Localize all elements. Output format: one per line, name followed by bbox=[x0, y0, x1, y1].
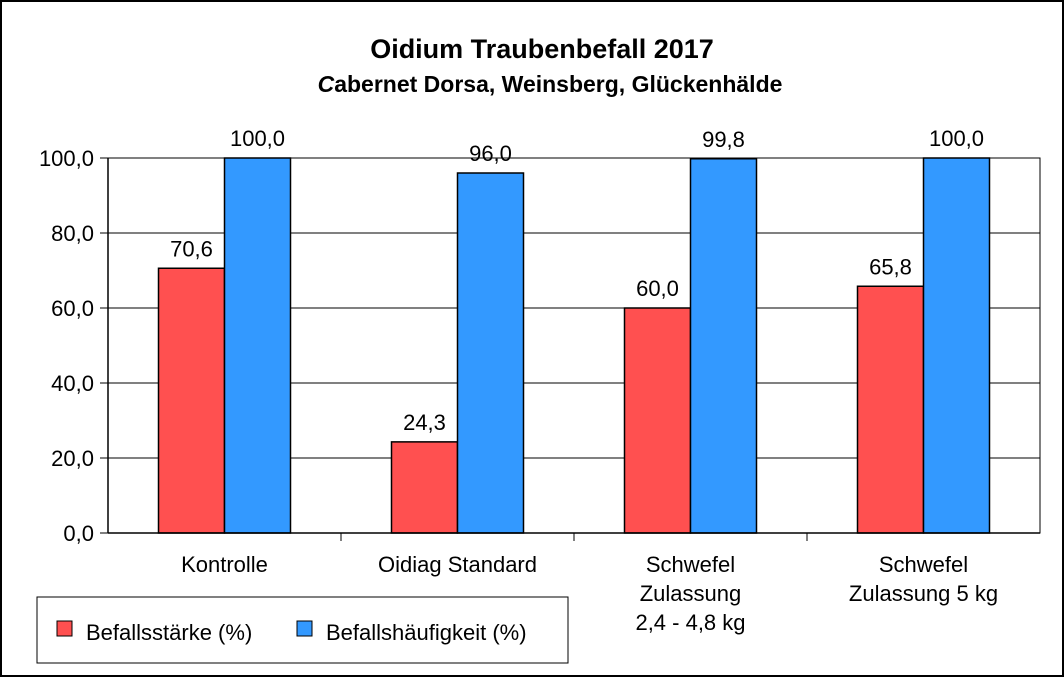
chart-subtitle: Cabernet Dorsa, Weinsberg, Glückenhälde bbox=[318, 71, 783, 97]
data-label: 96,0 bbox=[469, 141, 512, 166]
bar bbox=[922, 157, 991, 534]
bar bbox=[157, 267, 226, 534]
data-label: 65,8 bbox=[869, 254, 912, 279]
y-tick-label: 0,0 bbox=[63, 521, 94, 546]
data-labels: 70,6 100,0 24,3 96,0 60,0 99,8 65,8 100,0 bbox=[170, 126, 984, 435]
bar bbox=[689, 158, 758, 534]
x-category-label: Kontrolle bbox=[181, 552, 268, 577]
y-tick-label: 40,0 bbox=[51, 371, 94, 396]
data-label: 24,3 bbox=[403, 410, 446, 435]
bar bbox=[856, 285, 925, 534]
y-tick-label: 60,0 bbox=[51, 296, 94, 321]
data-label: 60,0 bbox=[636, 276, 679, 301]
y-tick-label: 100,0 bbox=[39, 146, 94, 171]
data-label: 100,0 bbox=[230, 126, 285, 151]
legend-label: Befallsstärke (%) bbox=[86, 620, 252, 645]
x-category-label: Oidiag Standard bbox=[378, 552, 537, 577]
chart-subtitle-lead: C bbox=[318, 71, 335, 97]
axes: 0,0 20,0 40,0 60,0 80,0 100,0 Kontrolle Oidiag … bbox=[39, 146, 1041, 635]
data-label: 70,6 bbox=[170, 236, 213, 261]
bar bbox=[223, 157, 292, 534]
x-category-label: Schwefel Zulassung 2,4 - 4,8 kg bbox=[635, 552, 745, 635]
legend: Befallsstärke (%) Befallshäufigkeit (%) bbox=[36, 596, 569, 664]
bar bbox=[456, 172, 525, 534]
bar bbox=[390, 441, 459, 534]
legend-swatch bbox=[296, 620, 313, 637]
bars bbox=[157, 157, 991, 534]
data-label: 99,8 bbox=[702, 127, 745, 152]
y-tick-label: 20,0 bbox=[51, 446, 94, 471]
y-tick-label: 80,0 bbox=[51, 221, 94, 246]
chart-title: Oidium Traubenbefall 2017 bbox=[370, 34, 714, 64]
data-label: 100,0 bbox=[929, 126, 984, 151]
legend-swatch bbox=[56, 620, 73, 637]
x-category-label: Schwefel Zulassung 5 kg bbox=[849, 552, 998, 606]
legend-label: Befallshäufigkeit (%) bbox=[326, 620, 527, 645]
chart-subtitle-rest: abernet Dorsa, Weinsberg, Glückenhälde bbox=[334, 71, 782, 97]
bar bbox=[623, 307, 692, 534]
